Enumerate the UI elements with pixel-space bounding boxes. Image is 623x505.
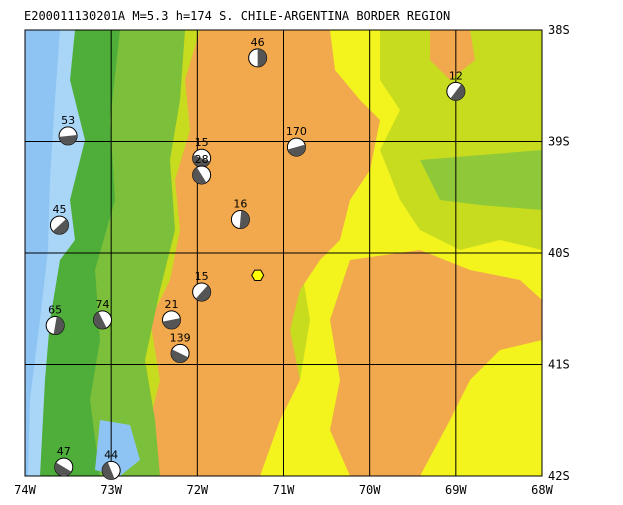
- focal-depth-label: 65: [48, 303, 62, 316]
- focal-mechanism: 53: [58, 114, 78, 146]
- focal-mechanism: 28: [192, 153, 212, 185]
- focal-mechanism: 15: [192, 270, 212, 302]
- focal-mechanism: 46: [248, 36, 268, 68]
- focal-depth-label: 74: [96, 298, 110, 311]
- focal-mechanism: 47: [54, 445, 74, 477]
- longitude-tick-labels: 74W 73W 72W 71W 70W 69W 68W: [14, 483, 553, 497]
- focal-mechanism: 139: [170, 331, 191, 363]
- focal-mechanisms: 46 12 170 15 28 16 15 21 139 74 65 45 53 47 44: [45, 36, 466, 480]
- focal-depth-label: 170: [286, 125, 307, 138]
- focal-depth-label: 45: [52, 203, 66, 216]
- focal-mechanism: 15: [192, 136, 212, 168]
- focal-depth-label: 16: [233, 198, 247, 211]
- lon-tick-label: 68W: [531, 483, 553, 497]
- lon-tick-label: 70W: [359, 483, 381, 497]
- lon-tick-label: 74W: [14, 483, 36, 497]
- lat-tick-label: 41S: [548, 358, 570, 372]
- focal-depth-label: 44: [104, 448, 118, 461]
- focal-depth-label: 28: [195, 153, 209, 166]
- map-title: E200011130201A M=5.3 h=174 S. CHILE-ARGE…: [24, 9, 450, 23]
- focal-mechanism: 45: [49, 203, 69, 235]
- focal-depth-label: 139: [170, 331, 191, 344]
- focal-mechanism: 170: [286, 125, 307, 157]
- epicenter-hexagon: [251, 269, 265, 281]
- focal-mechanism: 44: [101, 448, 121, 480]
- lon-tick-label: 69W: [445, 483, 467, 497]
- lon-tick-label: 71W: [273, 483, 295, 497]
- epicenter-marker: [251, 269, 265, 281]
- focal-depth-label: 15: [195, 270, 209, 283]
- lat-tick-label: 40S: [548, 246, 570, 260]
- graticule: [24, 29, 543, 477]
- focal-mechanism: 65: [45, 303, 65, 335]
- lat-tick-label: 39S: [548, 135, 570, 149]
- focal-mechanism: 21: [161, 298, 181, 330]
- focal-mechanism: 74: [93, 298, 113, 330]
- lon-tick-label: 72W: [186, 483, 208, 497]
- focal-depth-label: 47: [57, 445, 71, 458]
- focal-mechanism: 16: [230, 198, 250, 230]
- lat-tick-label: 42S: [548, 469, 570, 483]
- focal-depth-label: 15: [195, 136, 209, 149]
- focal-depth-label: 21: [164, 298, 178, 311]
- focal-depth-label: 53: [61, 114, 75, 127]
- latitude-tick-labels: 38S 39S 40S 41S 42S: [548, 23, 570, 483]
- focal-depth-label: 12: [449, 69, 463, 82]
- focal-depth-label: 46: [251, 36, 265, 49]
- lat-tick-label: 38S: [548, 23, 570, 37]
- lon-tick-label: 73W: [100, 483, 122, 497]
- focal-mechanism: 12: [446, 69, 466, 101]
